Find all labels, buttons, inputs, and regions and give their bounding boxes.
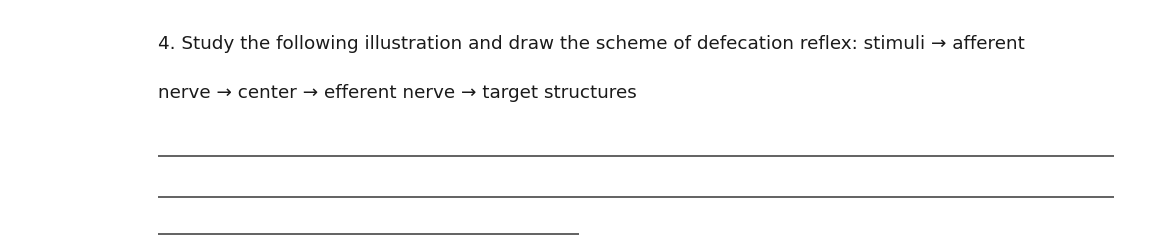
Text: 4. Study the following illustration and draw the scheme of defecation reflex: st: 4. Study the following illustration and … bbox=[158, 35, 1025, 53]
Text: nerve → center → efferent nerve → target structures: nerve → center → efferent nerve → target… bbox=[158, 84, 636, 103]
